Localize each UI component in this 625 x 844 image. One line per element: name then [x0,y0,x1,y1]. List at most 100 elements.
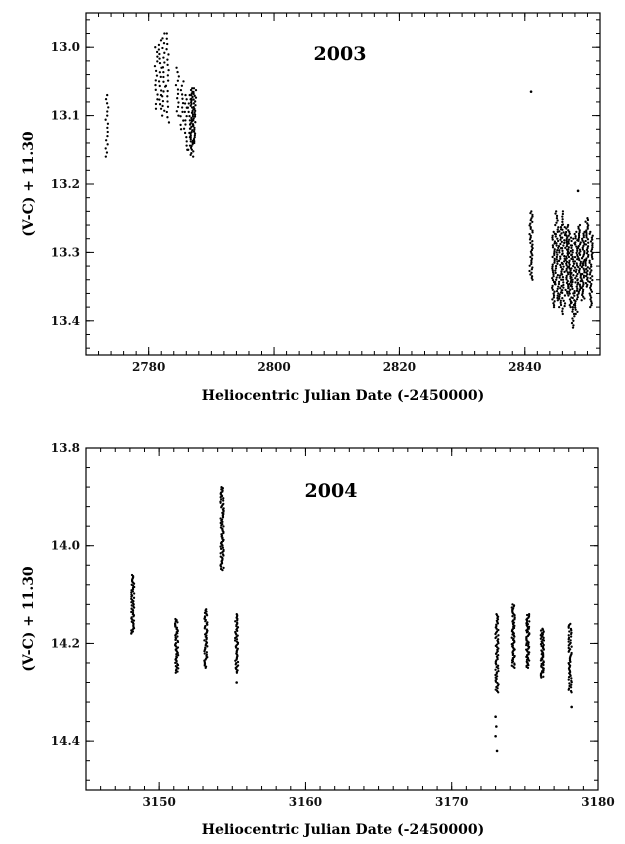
data-point [557,244,561,248]
data-point [174,671,177,674]
data-point [184,119,187,122]
data-point [589,288,593,291]
data-point [551,284,554,288]
data-point [193,126,196,130]
data-point [574,237,577,240]
data-point [554,223,557,227]
data-point [529,218,532,222]
data-point [540,662,543,666]
data-point [557,246,560,249]
data-point [542,663,545,667]
data-point [156,93,159,96]
data-point [183,110,186,114]
data-point [556,248,559,252]
data-point [591,238,594,241]
data-point [189,140,192,143]
data-point [582,260,585,263]
data-point [106,122,110,125]
data-point [527,663,530,667]
data-point [560,232,563,235]
y-tick-label: 14.0 [51,539,80,553]
data-point [588,267,591,270]
data-point [573,255,577,259]
data-point [525,631,529,634]
data-point [222,531,225,535]
data-point [585,252,589,255]
data-point [190,130,193,134]
data-point [578,288,581,292]
data-point [569,250,572,253]
data-point [559,255,562,258]
data-point [591,275,594,278]
data-point [191,143,194,146]
data-point [587,224,590,227]
data-point [528,269,531,273]
data-point [551,277,554,280]
data-point [568,232,571,235]
data-point [551,298,554,301]
data-point [542,675,545,678]
chart-title: 2003 [314,43,367,65]
data-point [583,271,586,274]
data-point [561,236,564,239]
data-point [513,635,516,638]
data-point [183,102,187,105]
data-point [555,290,559,293]
data-point [163,109,166,112]
data-point [497,642,500,645]
data-point [564,258,567,262]
data-point [575,274,578,278]
data-point [571,296,574,300]
data-point [584,274,588,278]
data-point [234,620,237,623]
data-point [529,250,533,253]
data-point [540,676,543,679]
data-point [563,270,566,274]
data-point [551,255,554,259]
data-point [530,276,533,280]
data-point [578,253,582,257]
data-point [181,97,184,100]
data-point [563,294,567,297]
data-point [175,652,178,656]
data-point [565,278,568,281]
data-point [564,288,567,292]
data-point [165,110,168,114]
data-point [531,240,534,243]
data-point [578,230,581,234]
data-point [575,289,579,292]
data-point [582,232,585,235]
data-point [539,674,543,677]
data-point [565,262,568,265]
data-point [568,259,571,262]
data-point [552,273,555,276]
data-point [105,151,109,154]
data-point [105,102,109,105]
data-point [567,246,570,249]
data-point [180,84,184,87]
data-point [552,302,555,305]
data-point [565,241,568,244]
data-point [580,278,583,281]
data-point [189,137,192,141]
data-point [554,280,557,284]
data-point [106,143,109,146]
data-point [106,114,109,117]
data-point [589,263,593,266]
data-point [165,48,168,51]
data-point [495,725,498,728]
data-point [552,305,556,309]
data-point [184,93,187,97]
data-point [581,262,585,265]
data-point [570,267,573,270]
data-point [570,645,573,648]
data-point [568,267,571,270]
data-point [512,605,515,608]
data-point [567,290,571,293]
data-point [161,46,164,50]
data-point [219,545,222,548]
data-point [555,276,558,279]
data-point [176,640,180,644]
data-point [154,107,158,110]
data-point [176,105,180,109]
